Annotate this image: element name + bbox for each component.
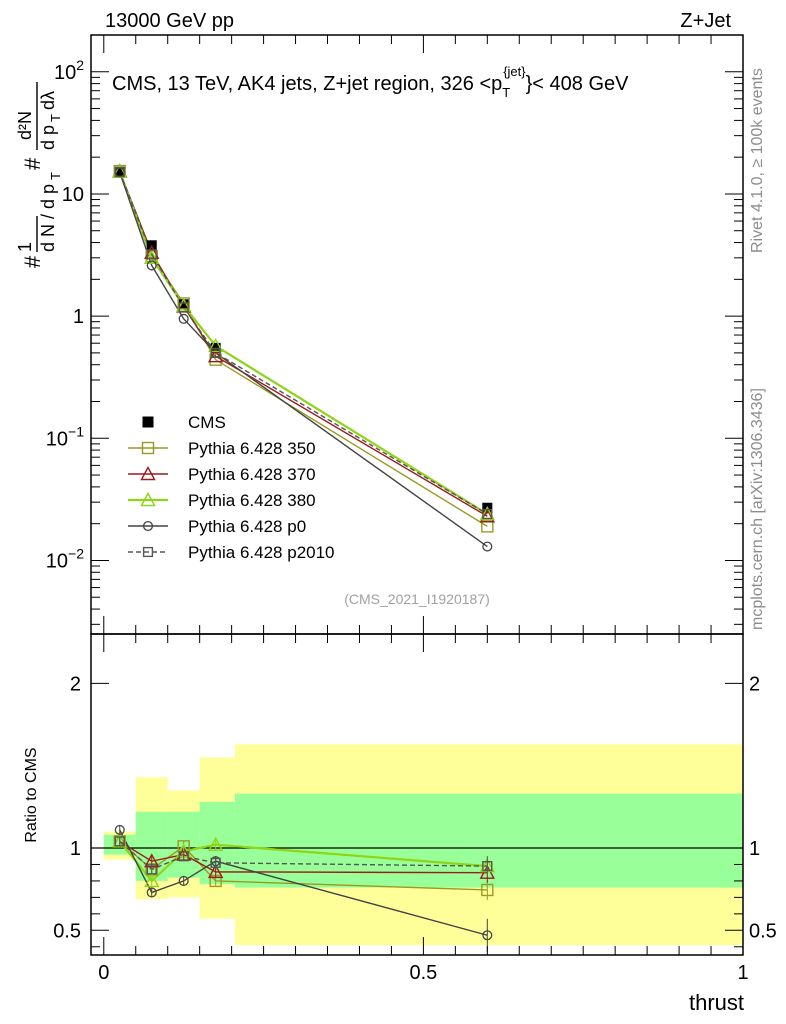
ratio-panel-axes: 0.5 0.51 12 20 0.5 1 xyxy=(53,633,777,984)
svg-text:#: # xyxy=(20,255,45,268)
ratio-band-inner xyxy=(234,793,743,888)
ratio-point-py370 xyxy=(207,863,224,879)
legend-marker-py370 xyxy=(140,466,156,481)
svg-text:T: T xyxy=(48,172,63,180)
ratio-y-tick-label-left: 2 xyxy=(70,673,81,695)
main-title-superscript: {jet} xyxy=(503,64,526,79)
ratio-panel-frame xyxy=(90,633,744,956)
main-y-axis-label: # 1 d N / d p T # d²N d p T dλ xyxy=(15,82,63,268)
main-y-tick-label: 10 xyxy=(62,184,84,206)
ratio-point-p2010 xyxy=(482,861,493,872)
ratio-y-tick-label-left: 1 xyxy=(70,838,81,860)
main-point-p0 xyxy=(146,260,157,271)
ratio-point-p2010 xyxy=(114,836,125,847)
main-cms-point xyxy=(178,299,189,310)
ratio-point-py380 xyxy=(112,833,128,848)
svg-text:T: T xyxy=(48,114,63,122)
tick-base: 10 xyxy=(46,550,68,572)
main-title-tail: }< 408 GeV xyxy=(526,73,630,95)
legend-marker-p0 xyxy=(142,520,154,532)
ratio-panel-series xyxy=(112,824,495,952)
main-plot-title: CMS, 13 TeV, AK4 jets, Z+jet region, 326… xyxy=(112,64,629,100)
svg-text:d p: d p xyxy=(38,125,58,150)
rivet-version-label: Rivet 4.1.0, ≥ 100k events xyxy=(749,68,766,253)
header-right-label: Z+Jet xyxy=(680,10,731,32)
ratio-y-tick-label-right: 1 xyxy=(749,838,760,860)
ratio-point-p0 xyxy=(114,824,125,835)
ratio-point-py380 xyxy=(144,872,160,888)
ratio-point-p0 xyxy=(146,887,157,898)
ratio-x-tick-label: 1 xyxy=(737,962,748,984)
main-cms-point xyxy=(114,166,125,177)
ratio-y-tick-label-left: 0.5 xyxy=(53,920,81,942)
ratio-point-p2010 xyxy=(146,864,157,875)
main-point-py380 xyxy=(144,249,160,265)
ratio-panel-bands xyxy=(91,744,743,946)
legend-marker-py350 xyxy=(141,441,155,455)
legend-entry-p2010: Pythia 6.428 p2010 xyxy=(188,543,335,562)
legend-entry-py370: Pythia 6.428 370 xyxy=(188,465,316,484)
legend-marker-cms xyxy=(142,416,154,428)
tick-base: 10 xyxy=(54,62,76,84)
legend-entry-py380: Pythia 6.428 380 xyxy=(188,491,316,510)
tick-exponent: −1 xyxy=(68,423,84,439)
main-series-line-py380 xyxy=(118,171,488,515)
ratio-point-p2010 xyxy=(178,851,189,862)
main-point-py380 xyxy=(207,337,224,353)
main-series-line-p0 xyxy=(119,172,488,548)
main-series-line-p2010 xyxy=(119,171,488,515)
ratio-x-tick-label: 0 xyxy=(98,962,109,984)
ratio-series-line-p2010 xyxy=(119,840,488,871)
svg-text:d N / d p: d N / d p xyxy=(38,184,58,252)
legend: CMS Pythia 6.428 350 Pythia 6.428 370 Pythi… xyxy=(128,413,335,562)
main-point-py380 xyxy=(479,506,495,521)
main-point-p2010 xyxy=(482,508,493,520)
main-point-p2010 xyxy=(114,166,125,178)
main-point-p0 xyxy=(178,313,189,324)
tick-base: 10 xyxy=(46,428,68,450)
legend-marker-p2010 xyxy=(142,546,154,558)
main-point-py350 xyxy=(481,520,494,533)
ratio-point-p0 xyxy=(482,930,493,941)
main-point-p0 xyxy=(482,541,493,552)
svg-text:dλ: dλ xyxy=(38,91,58,110)
legend-entry-py350: Pythia 6.428 350 xyxy=(188,439,316,458)
main-y-tick-label: 1 xyxy=(73,306,84,328)
ratio-y-tick-label-right: 0.5 xyxy=(749,920,777,942)
main-y-tick-label: 10−2 xyxy=(46,545,84,572)
main-y-tick-label: 10−1 xyxy=(46,423,84,450)
main-point-p2010 xyxy=(178,302,189,313)
header-left-label: 13000 GeV pp xyxy=(105,10,234,32)
legend-entry-p0: Pythia 6.428 p0 xyxy=(188,517,306,536)
legend-entry-cms: CMS xyxy=(188,413,226,432)
svg-text:1: 1 xyxy=(15,242,35,252)
ratio-point-py380 xyxy=(207,836,224,851)
analysis-watermark: (CMS_2021_I1920187) xyxy=(344,591,490,607)
ratio-y-tick-label-right: 2 xyxy=(749,673,760,695)
ratio-x-tick-label: 0.5 xyxy=(409,962,437,984)
ratio-point-p2010 xyxy=(210,857,221,868)
svg-text:d²N: d²N xyxy=(15,111,35,140)
mcplots-label: mcplots.cern.ch [arXiv:1306.3436] xyxy=(749,388,766,630)
main-title-subscript: T xyxy=(502,85,510,100)
main-title-text: CMS, 13 TeV, AK4 jets, Z+jet region, 326… xyxy=(112,73,502,95)
legend-marker-py380 xyxy=(140,492,156,507)
ratio-point-py350 xyxy=(481,883,494,897)
main-y-tick-label: 102 xyxy=(54,57,84,84)
main-point-p2010 xyxy=(146,249,157,260)
tick-exponent: 2 xyxy=(76,57,84,73)
ratio-point-p0 xyxy=(178,875,189,886)
tick-exponent: −2 xyxy=(68,545,84,561)
main-point-p2010 xyxy=(210,347,221,358)
main-point-py370 xyxy=(479,508,495,523)
main-panel-series xyxy=(112,163,495,552)
svg-text:#: # xyxy=(20,157,45,170)
x-axis-label: thrust xyxy=(689,990,744,1015)
ratio-y-axis-label: Ratio to CMS xyxy=(23,747,40,842)
